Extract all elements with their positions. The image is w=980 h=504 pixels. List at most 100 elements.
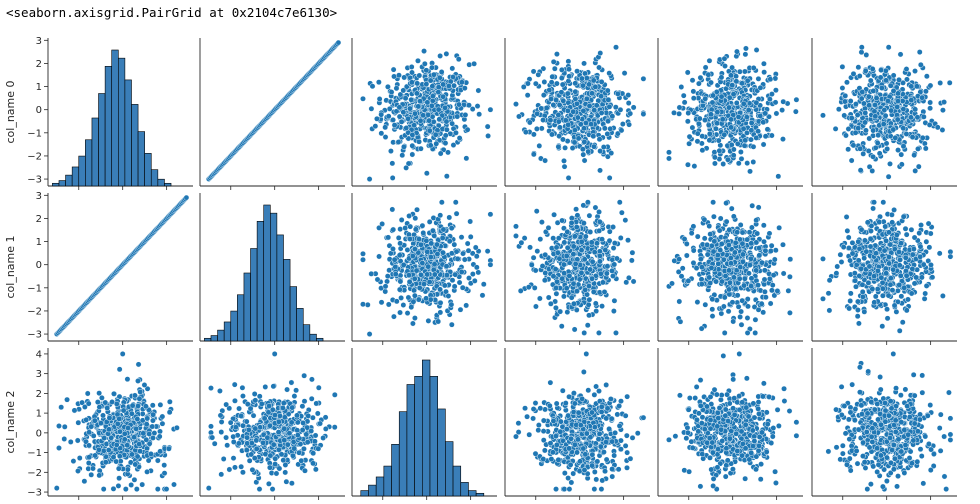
scatter-point <box>161 470 168 477</box>
scatter-point <box>927 230 934 237</box>
scatter-point <box>878 274 885 281</box>
scatter-point <box>870 205 877 212</box>
scatter-point <box>459 284 466 291</box>
scatter-point <box>581 329 588 336</box>
scatter-point <box>720 303 727 310</box>
scatter-point <box>919 134 926 141</box>
scatter-point <box>423 237 430 244</box>
histogram-bar <box>98 93 106 187</box>
scatter-point <box>454 113 461 120</box>
scatter-point <box>772 87 779 94</box>
scatter-point <box>903 66 910 72</box>
scatter-point <box>707 231 714 238</box>
scatter-point <box>405 294 412 301</box>
scatter-point <box>90 432 97 439</box>
scatter-point <box>556 124 563 131</box>
scatter-point <box>521 235 528 242</box>
scatter-point <box>909 134 916 141</box>
scatter-point <box>426 218 433 225</box>
panel-r1-c5 <box>811 193 957 345</box>
scatter-point <box>431 232 438 239</box>
scatter-point <box>739 240 746 247</box>
scatter-point <box>694 233 701 240</box>
scatter-point <box>872 113 879 120</box>
scatter-point <box>690 259 697 266</box>
scatter-point <box>413 267 420 274</box>
scatter-point <box>117 428 123 435</box>
scatter-point <box>166 409 173 416</box>
scatter-point <box>443 118 450 125</box>
scatter-point <box>927 82 934 89</box>
scatter-point <box>920 261 927 268</box>
scatter-point <box>868 228 874 234</box>
scatter-point <box>893 231 900 238</box>
scatter-point <box>744 315 751 321</box>
scatter-point <box>412 215 419 222</box>
scatter-point <box>923 282 930 289</box>
scatter-point <box>623 279 630 286</box>
scatter-point <box>761 238 767 245</box>
y-tick-label: 1 <box>36 82 42 93</box>
scatter-point <box>747 262 753 268</box>
scatter-point <box>406 272 412 279</box>
scatter-point <box>451 283 458 290</box>
scatter-point <box>837 251 844 258</box>
scatter-point <box>434 251 441 258</box>
scatter-point <box>614 90 621 97</box>
histogram-bar <box>111 49 119 187</box>
scatter-point <box>694 299 701 306</box>
scatter-point <box>396 252 403 259</box>
scatter-point <box>923 73 930 80</box>
scatter-point <box>925 220 932 227</box>
output-repr-text: <seaborn.axisgrid.PairGrid at 0x2104c7e6… <box>6 5 338 20</box>
scatter-point <box>382 124 389 131</box>
scatter-point <box>596 218 603 225</box>
scatter-point <box>149 402 156 409</box>
scatter-point <box>374 276 381 283</box>
scatter-point <box>560 136 566 143</box>
scatter-point <box>110 485 117 492</box>
scatter-point <box>686 133 693 140</box>
scatter-point <box>671 109 677 116</box>
scatter-point <box>735 303 742 310</box>
y-tick-label: −1 <box>27 448 42 459</box>
scatter-point <box>524 92 531 99</box>
scatter-point <box>591 249 598 256</box>
scatter-point <box>835 106 842 113</box>
scatter-point <box>424 248 431 255</box>
scatter-point <box>844 79 850 86</box>
scatter-point <box>67 438 74 445</box>
scatter-point <box>559 81 566 88</box>
scatter-point <box>903 267 909 274</box>
scatter-point <box>154 486 161 493</box>
scatter-point <box>431 271 438 278</box>
scatter-point <box>586 81 593 88</box>
scatter-point <box>440 81 447 88</box>
scatter-point <box>553 97 560 103</box>
scatter-point <box>855 238 862 245</box>
scatter-point <box>596 209 602 215</box>
scatter-point <box>415 57 421 64</box>
scatter-point <box>890 87 897 94</box>
scatter-point <box>871 273 878 280</box>
scatter-point <box>389 174 396 181</box>
y-tick-label: −1 <box>27 128 42 139</box>
y-tick-label: 3 <box>36 36 42 47</box>
scatter-point <box>720 161 727 167</box>
scatter-point <box>366 176 373 182</box>
scatter-point <box>613 255 620 262</box>
scatter-point <box>714 252 721 258</box>
scatter-point <box>630 104 637 111</box>
scatter-point <box>434 241 440 248</box>
scatter-point <box>726 279 733 286</box>
scatter-point <box>908 226 915 233</box>
scatter-point <box>163 486 170 492</box>
scatter-point <box>409 131 416 138</box>
scatter-point <box>569 145 576 151</box>
histogram-bar <box>289 286 297 342</box>
scatter-point <box>896 262 903 269</box>
scatter-point <box>753 134 760 141</box>
scatter-point <box>735 114 742 120</box>
scatter-point <box>545 294 552 301</box>
scatter-point <box>440 249 446 256</box>
